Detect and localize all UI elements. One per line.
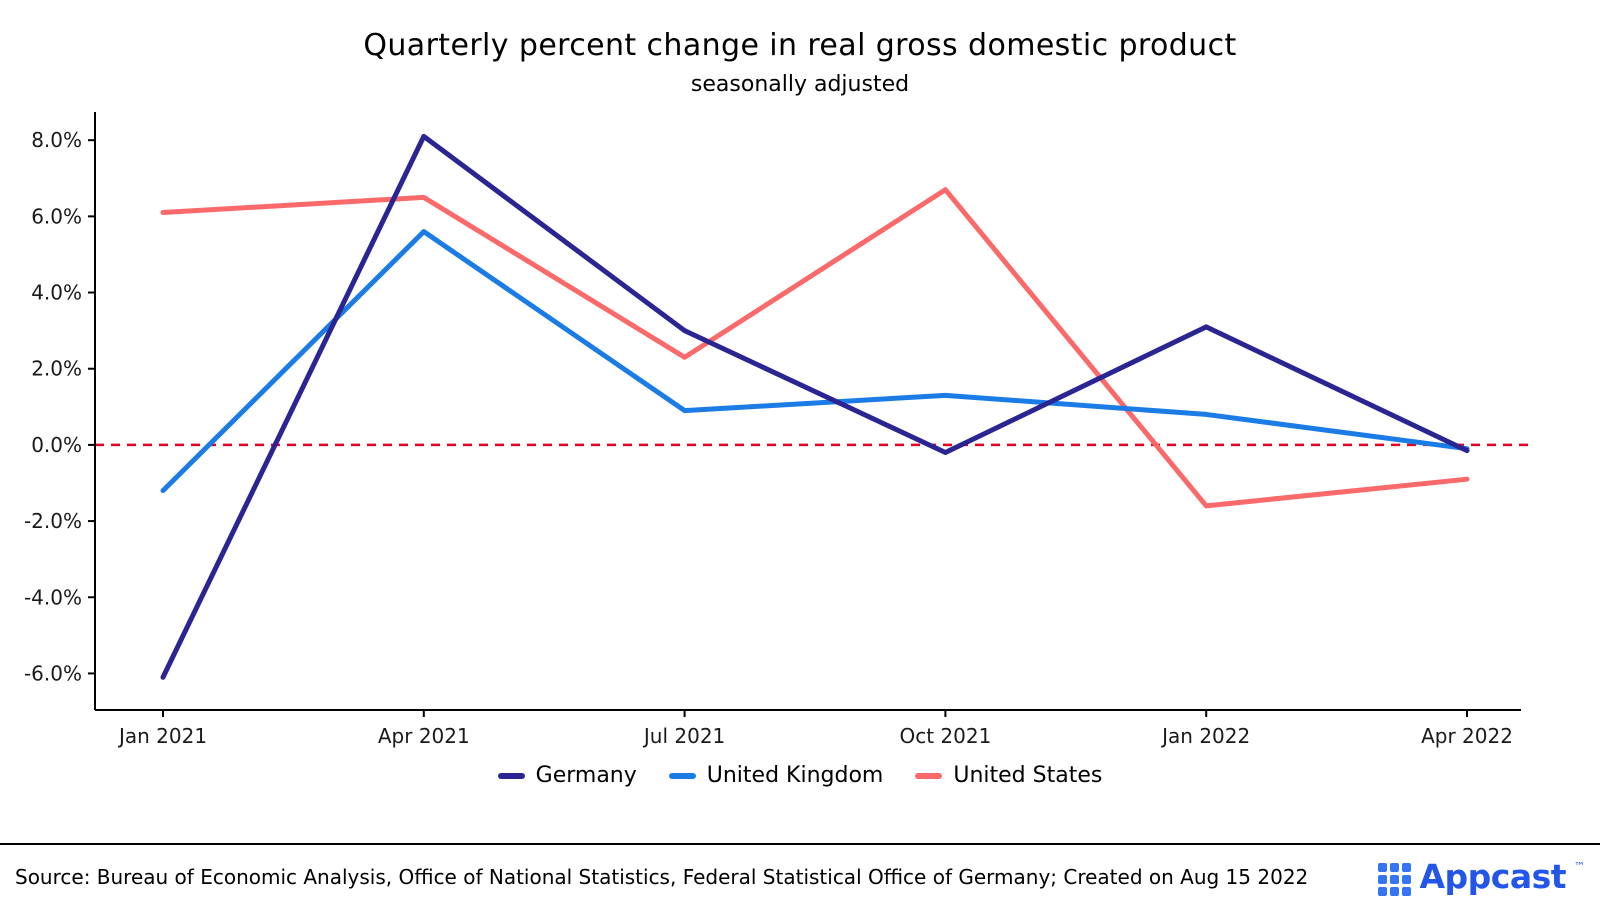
appcast-logo: Appcast ™: [1378, 856, 1585, 896]
chart-subtitle: seasonally adjusted: [690, 72, 910, 97]
y-tick-label: 4.0%: [31, 281, 82, 305]
y-tick-label: 6.0%: [31, 204, 82, 228]
legend-item-germany: Germany: [497, 763, 637, 788]
y-tick-label: 2.0%: [31, 357, 82, 381]
x-tick-label: Apr 2021: [378, 724, 470, 748]
chart-title: Quarterly percent change in real gross d…: [363, 28, 1237, 63]
legend-label: United Kingdom: [706, 763, 884, 788]
legend-item-united-states: United States: [915, 763, 1102, 788]
y-tick-label: -4.0%: [24, 585, 82, 609]
y-tick-label: -2.0%: [24, 509, 82, 533]
legend-label: United States: [953, 763, 1103, 788]
legend-item-united-kingdom: United Kingdom: [668, 763, 884, 788]
legend-swatch-icon: [915, 772, 943, 779]
x-tick-label: Jan 2021: [117, 724, 207, 748]
appcast-trademark: ™: [1574, 859, 1585, 873]
appcast-logo-text: Appcast: [1419, 856, 1566, 896]
x-tick-label: Apr 2022: [1421, 724, 1513, 748]
chart-canvas: -6.0% -4.0% -2.0% 0.0% 2.0% 4.0% 6.0% 8.0% Jan 2…: [24, 112, 1532, 748]
legend-swatch-icon: [668, 772, 696, 779]
series-line-germany: [160, 133, 1470, 680]
y-tick-label: -6.0%: [24, 661, 82, 685]
y-tick-label: 8.0%: [31, 128, 82, 152]
series-line-united-kingdom: [160, 229, 1470, 494]
legend: Germany United Kingdom United States: [0, 763, 1600, 788]
series-line-united-states: [160, 187, 1470, 509]
source-note: Source: Bureau of Economic Analysis, Off…: [15, 865, 1309, 889]
legend-swatch-icon: [497, 772, 525, 779]
footer: Source: Bureau of Economic Analysis, Off…: [0, 843, 1600, 909]
x-tick-label: Jul 2021: [642, 724, 725, 748]
x-tick-label: Oct 2021: [899, 724, 991, 748]
appcast-grid-icon: [1378, 862, 1412, 896]
x-tick-label: Jan 2022: [1160, 724, 1250, 748]
legend-label: Germany: [535, 763, 637, 788]
y-tick-label: 0.0%: [31, 433, 82, 457]
